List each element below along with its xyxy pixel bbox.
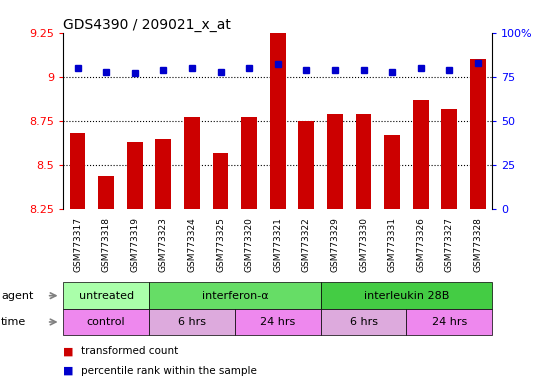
Text: transformed count: transformed count	[81, 346, 178, 356]
Text: ■: ■	[63, 346, 74, 356]
Text: ■: ■	[63, 366, 74, 376]
Bar	[127, 142, 142, 209]
Text: interleukin 28B: interleukin 28B	[364, 291, 449, 301]
Text: 24 hrs: 24 hrs	[432, 317, 467, 327]
Bar	[98, 176, 114, 209]
Bar	[356, 114, 371, 209]
Text: control: control	[87, 317, 125, 327]
Text: 24 hrs: 24 hrs	[260, 317, 295, 327]
Bar	[442, 109, 457, 209]
Bar	[270, 33, 285, 209]
Bar	[70, 133, 85, 209]
Text: agent: agent	[1, 291, 34, 301]
Bar	[470, 59, 486, 209]
Bar	[241, 118, 257, 209]
Bar	[299, 121, 314, 209]
Text: interferon-α: interferon-α	[201, 291, 268, 301]
Text: time: time	[1, 317, 26, 327]
Text: GDS4390 / 209021_x_at: GDS4390 / 209021_x_at	[63, 18, 231, 31]
Text: 6 hrs: 6 hrs	[350, 317, 377, 327]
Bar	[184, 118, 200, 209]
Bar	[213, 153, 228, 209]
Bar	[413, 100, 428, 209]
Text: 6 hrs: 6 hrs	[178, 317, 206, 327]
Bar	[384, 135, 400, 209]
Text: percentile rank within the sample: percentile rank within the sample	[81, 366, 257, 376]
Bar	[327, 114, 343, 209]
Bar	[156, 139, 171, 209]
Text: untreated: untreated	[79, 291, 134, 301]
